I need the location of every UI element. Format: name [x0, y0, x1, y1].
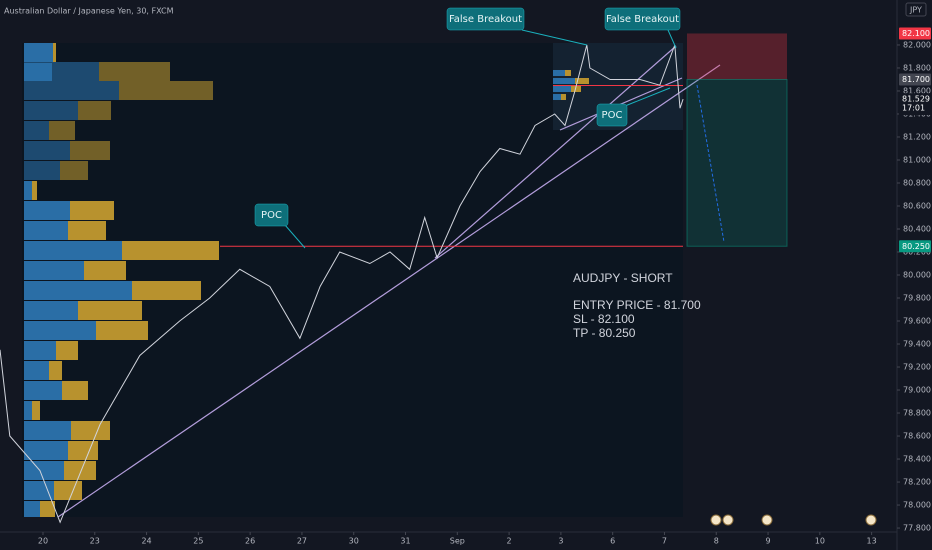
price-tag — [899, 93, 931, 116]
y-tick-label: 78.000 — [903, 501, 931, 510]
y-tick-label: 77.800 — [903, 524, 931, 533]
y-tick-label: 78.800 — [903, 409, 931, 418]
currency: JPY — [909, 6, 922, 15]
x-tick-label: 27 — [297, 537, 307, 546]
x-tick-label: 3 — [558, 537, 563, 546]
chart-title: Australian Dollar / Japanese Yen, 30, FX… — [4, 7, 174, 16]
note-line: ENTRY PRICE - 81.700 — [573, 298, 701, 312]
annotation: POC — [261, 210, 282, 221]
price-tag-label: 80.250 — [902, 242, 930, 251]
y-tick-label: 80.000 — [903, 271, 931, 280]
y-tick-label: 78.200 — [903, 478, 931, 487]
annotation: False Breakout — [449, 14, 522, 25]
note-line: AUDJPY - SHORT — [573, 271, 673, 285]
stop-zone — [687, 33, 787, 80]
target-arrow — [696, 84, 725, 243]
currency-box — [905, 2, 927, 17]
x-tick-label: 2 — [507, 537, 512, 546]
annotation: False Breakout — [606, 14, 679, 25]
price-line — [0, 44, 684, 524]
y-tick-label: 81.600 — [903, 86, 931, 95]
price-tag-label: 82.100 — [902, 29, 930, 38]
x-tick-label: 9 — [765, 537, 770, 546]
note-line: TP - 80.250 — [573, 326, 636, 340]
note-line: SL - 82.100 — [573, 312, 635, 326]
y-tick-label: 80.400 — [903, 224, 931, 233]
x-tick-label: 8 — [714, 537, 719, 546]
x-tick-label: 31 — [400, 537, 410, 546]
x-tick-label: 25 — [193, 537, 203, 546]
x-tick-label: Sep — [450, 537, 465, 546]
x-tick-label: 7 — [662, 537, 667, 546]
price-tag-label: 81.529 — [902, 95, 930, 104]
x-tick-label: 30 — [349, 537, 359, 546]
price-tag-label: 81.700 — [902, 75, 930, 84]
x-tick-label: 24 — [141, 537, 151, 546]
annotation: POC — [602, 110, 623, 121]
price-tag-time: 17:01 — [902, 104, 925, 113]
y-tick-label: 78.600 — [903, 432, 931, 441]
y-tick-label: 81.200 — [903, 132, 931, 141]
trade-note: AUDJPY - SHORT ENTRY PRICE - 81.700 SL -… — [573, 271, 701, 340]
target-zone — [686, 78, 788, 247]
price-tag — [899, 240, 931, 253]
y-tick-label: 79.400 — [903, 340, 931, 349]
y-tick-label: 81.800 — [903, 63, 931, 72]
callouts: False Breakout False Breakout POC POC — [254, 7, 681, 249]
y-tick-label: 79.200 — [903, 363, 931, 372]
x-tick-label: 20 — [38, 537, 48, 546]
plot — [0, 33, 788, 524]
y-tick-label: 78.400 — [903, 455, 931, 464]
x-tick-label: 26 — [245, 537, 255, 546]
x-tick-label: 13 — [867, 537, 877, 546]
y-tick-label: 80.800 — [903, 178, 931, 187]
price-tag — [899, 27, 931, 40]
x-tick-label: 23 — [90, 537, 100, 546]
y-tick-label: 82.000 — [903, 40, 931, 49]
y-tick-label: 81.000 — [903, 155, 931, 164]
x-tick-label: 6 — [610, 537, 615, 546]
y-tick-label: 80.600 — [903, 201, 931, 210]
volume-profile — [24, 43, 589, 517]
y-tick-label: 79.800 — [903, 294, 931, 303]
x-tick-label: 10 — [815, 537, 825, 546]
y-tick-label: 79.600 — [903, 317, 931, 326]
event-icons — [710, 514, 877, 526]
price-tag — [899, 73, 931, 86]
y-tick-label: 79.000 — [903, 386, 931, 395]
